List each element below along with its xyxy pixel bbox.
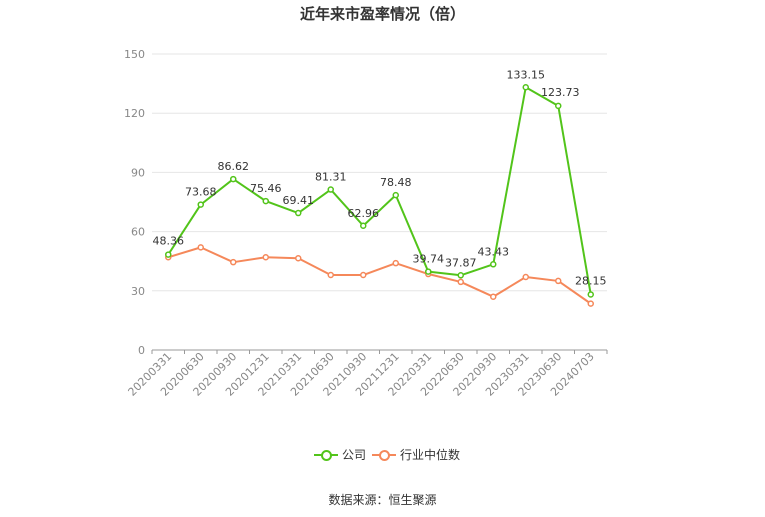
data-point (522, 273, 529, 281)
data-point (490, 293, 497, 300)
data-label: 69.41 (283, 194, 315, 207)
data-point (457, 278, 464, 286)
data-label: 39.74 (413, 253, 445, 266)
series (165, 84, 594, 307)
data-point (327, 271, 334, 279)
data-label: 86.62 (218, 160, 250, 173)
data-point (197, 201, 204, 208)
data-label: 28.15 (575, 274, 607, 287)
legend-label: 行业中位数 (400, 448, 461, 462)
data-label: 37.87 (445, 256, 477, 269)
data-point (392, 191, 399, 199)
series-line-1 (167, 246, 592, 305)
y-tick-label: 0 (138, 344, 145, 357)
data-point (425, 268, 432, 275)
data-point (295, 254, 302, 262)
series-line-0 (167, 86, 592, 295)
data-label: 133.15 (507, 68, 546, 81)
data-point (295, 209, 302, 217)
data-point (165, 251, 172, 258)
data-label: 78.48 (380, 176, 412, 189)
source-note: 数据来源：恒生聚源 (328, 493, 437, 507)
data-point (360, 271, 367, 279)
data-label: 123.73 (541, 86, 580, 99)
data-label: 43.43 (478, 245, 510, 258)
chart-title: 近年来市盈率情况（倍） (299, 5, 465, 23)
data-label: 48.36 (153, 235, 185, 248)
data-point (360, 222, 367, 230)
legend-marker-icon (379, 450, 390, 461)
data-point (197, 244, 204, 251)
legend-label: 公司 (342, 448, 367, 462)
data-point (522, 84, 529, 91)
gridlines (152, 53, 607, 292)
data-label: 62.96 (348, 207, 380, 220)
data-label: 73.68 (185, 186, 217, 199)
data-point (587, 300, 594, 307)
y-tick-label: 90 (131, 166, 145, 179)
y-tick-label: 60 (131, 226, 145, 239)
y-tick-label: 30 (131, 285, 145, 298)
data-point (262, 197, 269, 205)
data-point (457, 272, 464, 279)
data-label: 75.46 (250, 182, 282, 195)
data-point (262, 254, 269, 261)
y-tick-label: 120 (124, 107, 145, 120)
data-point (555, 277, 562, 285)
data-point (230, 175, 237, 183)
data-point (392, 259, 399, 267)
legend-marker-icon (321, 450, 332, 461)
data-point (327, 186, 334, 193)
data-point (587, 291, 594, 298)
y-tick-label: 150 (124, 48, 145, 61)
data-point (490, 261, 497, 268)
data-label: 81.31 (315, 171, 347, 184)
data-point (230, 258, 237, 266)
data-point (555, 102, 562, 110)
